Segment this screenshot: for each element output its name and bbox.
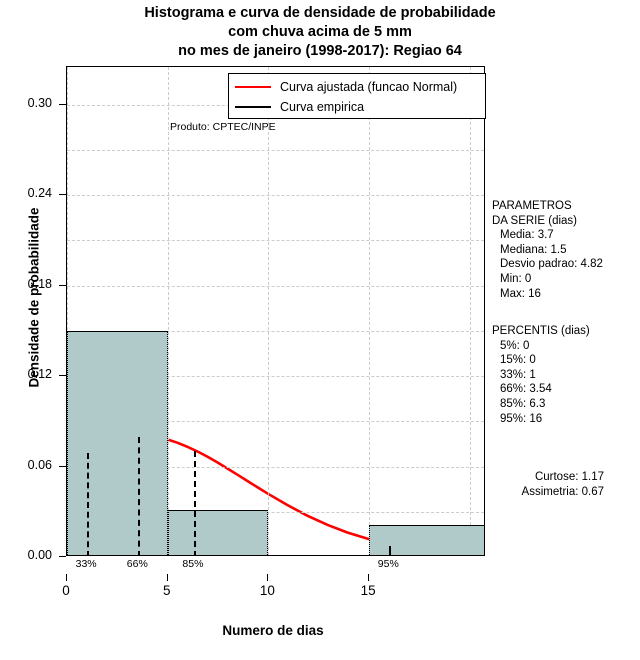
plot-area (66, 66, 485, 556)
y-axis-tick-label: 0.06 (27, 457, 52, 472)
empirical-curve-segment (167, 510, 269, 512)
y-axis-tick-mark (59, 284, 66, 286)
percentiles-block: PERCENTIS (dias) 5%: 0 15%: 0 33%: 1 66%… (492, 324, 590, 426)
stat-curtose: Curtose: 1.17 (534, 471, 604, 483)
gridline-horizontal (67, 240, 484, 242)
gridline-horizontal (67, 330, 484, 332)
gridline-vertical (67, 67, 68, 555)
param-desvio-padrao: Desvio padrao: 4.82 (500, 258, 603, 271)
gridline-horizontal (67, 195, 484, 197)
y-axis-tick-mark (59, 556, 66, 557)
percentil-85: 85%: 6.3 (500, 397, 546, 410)
legend-item-empirical: Curva empirica (235, 97, 479, 117)
gridline-horizontal (67, 466, 484, 468)
legend-line-icon-fitted (235, 86, 271, 88)
gridline-vertical (469, 67, 471, 555)
title-line-3: no mes de janeiro (1998-2017): Regiao 64 (178, 43, 462, 59)
series-parameters-block: PARAMETROS DA SERIE (dias) Media: 3.7 Me… (492, 199, 603, 301)
params-header-line-1: PARAMETROS (492, 200, 572, 212)
param-min: Min: 0 (500, 272, 532, 285)
percentil-95: 95%: 16 (500, 412, 543, 425)
histogram-bar (167, 510, 269, 555)
percentil-5: 5%: 0 (500, 339, 530, 352)
gridline-horizontal (67, 376, 484, 378)
legend-label-empirical: Curva empirica (280, 100, 365, 114)
percentile-marker-label: 85% (182, 558, 204, 570)
gridline-horizontal (67, 421, 484, 423)
stat-assimetria: Assimetria: 0.67 (521, 485, 604, 498)
x-axis-tick-mark (267, 574, 269, 581)
x-axis-tick-mark (368, 574, 370, 581)
y-axis-tick-mark (59, 465, 66, 467)
percentile-marker-label: 95% (377, 558, 399, 570)
credit-text: Produto: CPTEC/INPE (170, 121, 276, 133)
gridline-vertical (167, 67, 169, 555)
params-header-line-2: DA SERIE (dias) (492, 214, 577, 227)
x-axis-tick-mark (166, 574, 168, 581)
percentile-marker-line (389, 545, 392, 555)
x-axis-tick-label: 15 (360, 583, 376, 598)
y-axis-tick-label: 0.18 (27, 276, 52, 291)
y-axis-tick-label: 0.12 (27, 367, 52, 382)
x-axis-tick-label: 0 (62, 583, 70, 598)
y-axis-tick-mark (59, 103, 66, 105)
y-axis-tick-mark (59, 375, 66, 377)
title-line-1: Histograma e curva de densidade de proba… (144, 5, 496, 21)
legend-label-fitted: Curva ajustada (funcao Normal) (280, 80, 458, 94)
percentil-33: 33%: 1 (500, 368, 536, 381)
y-axis-title: Densidade de probabilidade (26, 207, 42, 388)
param-max: Max: 16 (500, 287, 541, 300)
percentil-66: 66%: 3.54 (500, 383, 552, 396)
x-axis-tick-label: 5 (162, 583, 171, 598)
title-line-2: com chuva acima de 5 mm (228, 24, 412, 40)
shape-stats-block: Curtose: 1.17 Assimetria: 0.67 (492, 470, 604, 499)
percentile-marker-label: 66% (126, 558, 148, 570)
percentile-marker-label: 33% (75, 558, 97, 570)
x-axis-tick-label: 10 (259, 583, 275, 598)
x-axis-title: Numero de dias (222, 623, 324, 638)
param-mediana: Mediana: 1.5 (500, 243, 567, 256)
gridline-horizontal (67, 285, 484, 287)
empirical-curve-segment (67, 330, 168, 332)
page-title: Histograma e curva de densidade de proba… (0, 4, 640, 61)
histogram-bar (369, 525, 484, 555)
legend-line-icon-empirical (235, 106, 271, 108)
param-media: Media: 3.7 (500, 229, 554, 242)
y-axis-tick-mark (59, 194, 66, 196)
gridline-horizontal (67, 511, 484, 513)
legend-item-fitted: Curva ajustada (funcao Normal) (235, 77, 479, 97)
y-axis-tick-label: 0.00 (27, 548, 52, 562)
x-axis-tick-mark (66, 574, 67, 581)
percentis-header: PERCENTIS (dias) (492, 325, 590, 337)
gridline-horizontal (67, 149, 484, 151)
gridline-vertical (268, 67, 270, 555)
percentile-marker-line (87, 452, 90, 555)
percentil-15: 15%: 0 (500, 354, 536, 367)
legend: Curva ajustada (funcao Normal) Curva emp… (228, 73, 486, 119)
empirical-curve-segment (369, 525, 484, 527)
percentile-marker-line (193, 451, 196, 555)
percentile-marker-line (138, 437, 141, 555)
y-axis-tick-label: 0.24 (27, 186, 52, 201)
gridline-vertical (369, 67, 371, 555)
histogram-bar (67, 330, 168, 555)
y-axis-tick-label: 0.30 (27, 95, 52, 110)
